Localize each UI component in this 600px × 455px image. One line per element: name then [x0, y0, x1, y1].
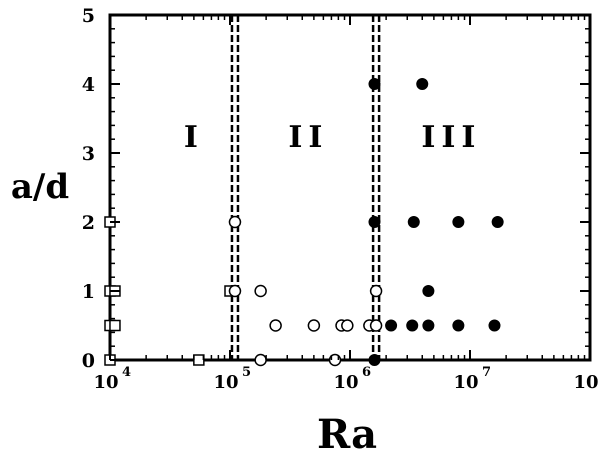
filled-circle-point	[422, 319, 435, 332]
filled-circle-point	[452, 319, 465, 332]
open-circle-point	[228, 215, 242, 229]
open-circle-point	[307, 319, 321, 332]
x-tick-label: 10	[333, 372, 358, 393]
x-tick-label: 10	[213, 372, 238, 393]
y-axis-label: a/d	[11, 167, 69, 207]
y-tick-label: 2	[82, 212, 95, 234]
x-tick-label: 10	[453, 372, 478, 393]
x-tick-label-exponent: 6	[362, 365, 371, 380]
region-boundary	[371, 15, 381, 360]
x-tick-label-exponent: 7	[482, 365, 491, 380]
filled-circle-point	[491, 216, 504, 228]
open-circle-point	[369, 319, 383, 332]
x-tick-label: 10	[93, 372, 118, 393]
filled-circle-point	[368, 78, 381, 90]
x-tick-label: 10	[573, 372, 598, 393]
filled-circle-point	[406, 319, 419, 332]
region-label: III	[421, 120, 481, 155]
open-circle-point	[369, 284, 383, 298]
filled-circle-point	[488, 319, 501, 332]
y-tick-label: 0	[82, 350, 95, 372]
filled-circle-point	[416, 78, 429, 90]
x-tick-label-exponent: 4	[122, 365, 131, 380]
filled-circle-point	[452, 216, 465, 228]
x-tick-label-exponent: 5	[242, 365, 251, 380]
y-tick-label: 1	[82, 281, 95, 303]
open-circle-point	[269, 319, 282, 332]
open-circle-point	[254, 353, 267, 367]
open-circle-point	[254, 284, 267, 298]
open-square-point	[193, 354, 205, 366]
filled-circle-point	[368, 216, 381, 228]
open-circle-point	[341, 319, 354, 332]
x-axis-label: Ra	[317, 411, 377, 455]
open-circle-point	[228, 284, 242, 298]
y-tick-label: 3	[82, 143, 95, 165]
filled-circle-point	[407, 216, 420, 228]
filled-circle-point	[368, 354, 381, 366]
open-square-point	[109, 319, 121, 332]
region-boundary	[230, 15, 240, 360]
filled-circle-point	[422, 285, 435, 297]
y-tick-label: 5	[82, 5, 95, 27]
filled-circle-point	[385, 319, 398, 332]
plot-frame	[108, 13, 592, 362]
region-label: I	[184, 120, 204, 155]
y-tick-label: 4	[82, 74, 95, 96]
region-label: II	[288, 120, 328, 155]
